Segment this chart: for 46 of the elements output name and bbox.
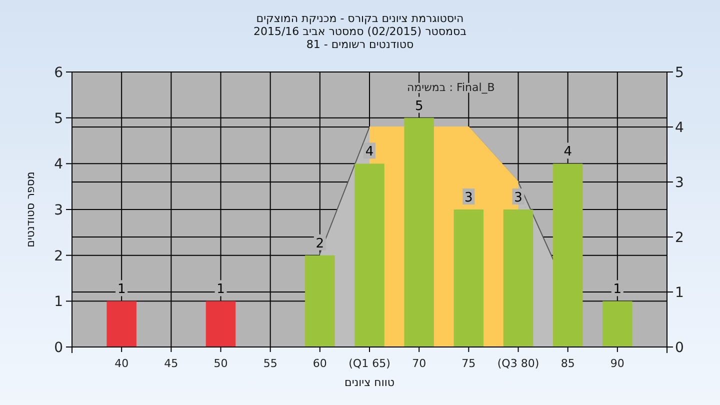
data-label: 2 (316, 236, 324, 252)
bar (404, 118, 434, 347)
y-axis-title: מספר סטודנטים (24, 172, 37, 248)
x-tick-label: 85 (560, 357, 575, 370)
data-label: 4 (365, 144, 374, 160)
bar (454, 210, 484, 347)
x-tick-label: 40 (114, 357, 129, 370)
x-tick-label: 60 (312, 357, 327, 370)
bar (106, 301, 136, 347)
y-tick-label: 6 (54, 65, 64, 81)
bar (305, 255, 335, 347)
x-tick-label: 70 (412, 357, 426, 370)
chart-subtitle: בסמסטר (02/2015) סמסטר אביב 2015/16 סטודנטים רשומים - 81 (253, 25, 467, 51)
data-label: 1 (613, 282, 622, 298)
bar (552, 164, 583, 347)
y-tick-label: 3 (54, 202, 63, 218)
x-axis-title: טווח ציונים (344, 376, 394, 389)
data-label: 3 (464, 190, 473, 206)
x-tick-label: 55 (263, 357, 278, 370)
chart-title: היסטוגרמת ציונים בקורס - מכניקת המוצקים (256, 12, 464, 25)
bar (206, 301, 236, 347)
bar (602, 301, 632, 347)
y2-tick-label: 0 (675, 340, 684, 356)
y-tick-label: 5 (54, 110, 63, 127)
y-tick-label: 0 (54, 340, 63, 356)
x-tick-label: 90 (610, 357, 624, 370)
bar (354, 164, 384, 347)
x-tick-label: (Q1 65) (348, 357, 390, 370)
data-label: 4 (564, 144, 572, 160)
y-tick-label: 2 (54, 248, 63, 264)
y-tick-label: 4 (54, 156, 64, 173)
y-tick-label: 1 (54, 294, 63, 310)
x-tick-label: 75 (462, 357, 476, 370)
data-label: 1 (216, 282, 225, 298)
data-label: 3 (514, 190, 522, 206)
y2-tick-label: 2 (675, 230, 684, 246)
x-tick-label: 50 (214, 357, 228, 370)
data-label: 1 (117, 282, 126, 298)
y2-tick-label: 5 (675, 65, 684, 81)
y2-tick-label: 3 (675, 175, 684, 191)
data-label: 5 (414, 98, 424, 114)
x-tick-label: (Q3 80) (497, 357, 540, 370)
x-tick-label: 45 (164, 357, 178, 370)
bar (503, 210, 534, 347)
y2-tick-label: 1 (675, 285, 684, 301)
y2-tick-label: 4 (675, 120, 684, 136)
